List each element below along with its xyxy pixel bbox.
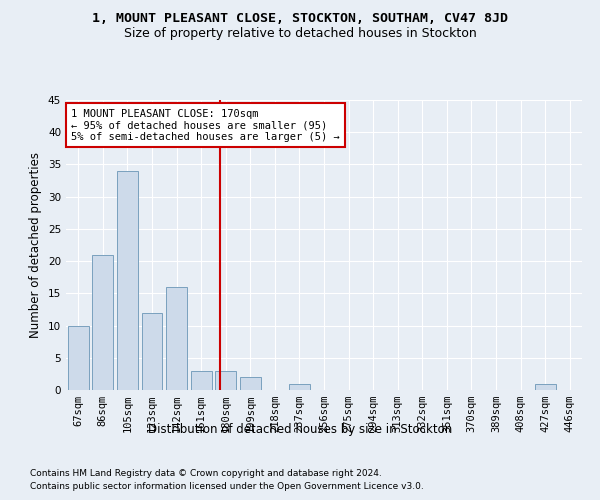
Text: Contains HM Land Registry data © Crown copyright and database right 2024.: Contains HM Land Registry data © Crown c… xyxy=(30,468,382,477)
Text: Size of property relative to detached houses in Stockton: Size of property relative to detached ho… xyxy=(124,28,476,40)
Bar xyxy=(289,384,310,390)
Y-axis label: Number of detached properties: Number of detached properties xyxy=(29,152,43,338)
Bar xyxy=(166,287,187,390)
Text: Contains public sector information licensed under the Open Government Licence v3: Contains public sector information licen… xyxy=(30,482,424,491)
Text: 1 MOUNT PLEASANT CLOSE: 170sqm
← 95% of detached houses are smaller (95)
5% of s: 1 MOUNT PLEASANT CLOSE: 170sqm ← 95% of … xyxy=(71,108,340,142)
Bar xyxy=(535,384,556,390)
Bar xyxy=(68,326,89,390)
Bar xyxy=(92,254,113,390)
Bar xyxy=(191,370,212,390)
Text: 1, MOUNT PLEASANT CLOSE, STOCKTON, SOUTHAM, CV47 8JD: 1, MOUNT PLEASANT CLOSE, STOCKTON, SOUTH… xyxy=(92,12,508,26)
Text: Distribution of detached houses by size in Stockton: Distribution of detached houses by size … xyxy=(148,422,452,436)
Bar xyxy=(117,171,138,390)
Bar xyxy=(215,370,236,390)
Bar xyxy=(240,377,261,390)
Bar xyxy=(142,312,163,390)
